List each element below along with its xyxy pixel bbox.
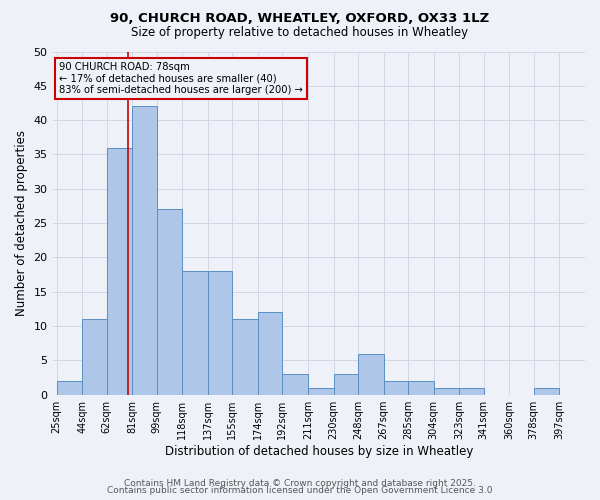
Bar xyxy=(208,271,232,394)
Text: Contains HM Land Registry data © Crown copyright and database right 2025.: Contains HM Land Registry data © Crown c… xyxy=(124,478,476,488)
Bar xyxy=(358,354,383,395)
Bar xyxy=(334,374,358,394)
Text: 90 CHURCH ROAD: 78sqm
← 17% of detached houses are smaller (40)
83% of semi-deta: 90 CHURCH ROAD: 78sqm ← 17% of detached … xyxy=(59,62,303,95)
Bar xyxy=(82,319,107,394)
Bar xyxy=(408,381,434,394)
Bar xyxy=(282,374,308,394)
Bar xyxy=(182,271,208,394)
Y-axis label: Number of detached properties: Number of detached properties xyxy=(15,130,28,316)
Text: Contains public sector information licensed under the Open Government Licence 3.: Contains public sector information licen… xyxy=(107,486,493,495)
Bar xyxy=(232,319,258,394)
Bar xyxy=(258,312,282,394)
Bar xyxy=(56,381,82,394)
Text: 90, CHURCH ROAD, WHEATLEY, OXFORD, OX33 1LZ: 90, CHURCH ROAD, WHEATLEY, OXFORD, OX33 … xyxy=(110,12,490,26)
Bar xyxy=(308,388,334,394)
Bar xyxy=(460,388,484,394)
Bar xyxy=(533,388,559,394)
Bar xyxy=(434,388,460,394)
Bar xyxy=(132,106,157,395)
Bar xyxy=(157,210,182,394)
X-axis label: Distribution of detached houses by size in Wheatley: Distribution of detached houses by size … xyxy=(164,444,473,458)
Text: Size of property relative to detached houses in Wheatley: Size of property relative to detached ho… xyxy=(131,26,469,39)
Bar xyxy=(107,148,132,394)
Bar xyxy=(383,381,408,394)
